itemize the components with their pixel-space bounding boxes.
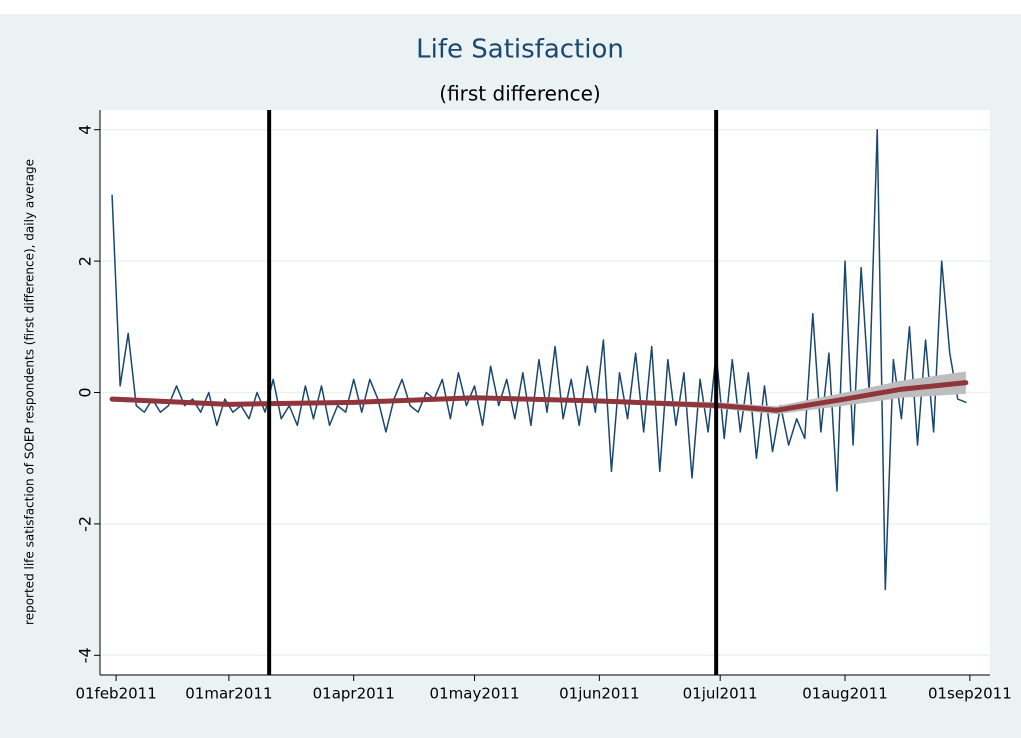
y-tick-label: 2 (76, 256, 95, 266)
x-tick-label: 01may2011 (430, 685, 520, 703)
x-tick-label: 01aug2011 (802, 685, 887, 703)
x-tick-label: 01jul2011 (683, 685, 758, 703)
y-tick-label: 0 (76, 387, 95, 397)
x-tick-label: 01mar2011 (185, 685, 272, 703)
smooth-line (109, 380, 969, 413)
y-tick-label: -2 (76, 516, 95, 532)
y-axis-label: reported life satisfaction of SOEP respo… (23, 159, 37, 625)
x-tick-label: 01apr2011 (313, 685, 395, 703)
y-tick-label: 4 (76, 125, 95, 135)
x-tick-label: 01feb2011 (75, 685, 156, 703)
x-tick-label: 01jun2011 (559, 685, 639, 703)
y-tick-label: -4 (76, 647, 95, 663)
chart-title: Life Satisfaction (416, 35, 624, 65)
x-tick-label: 01sep2011 (928, 685, 1012, 703)
chart-subtitle: (first difference) (439, 82, 600, 106)
